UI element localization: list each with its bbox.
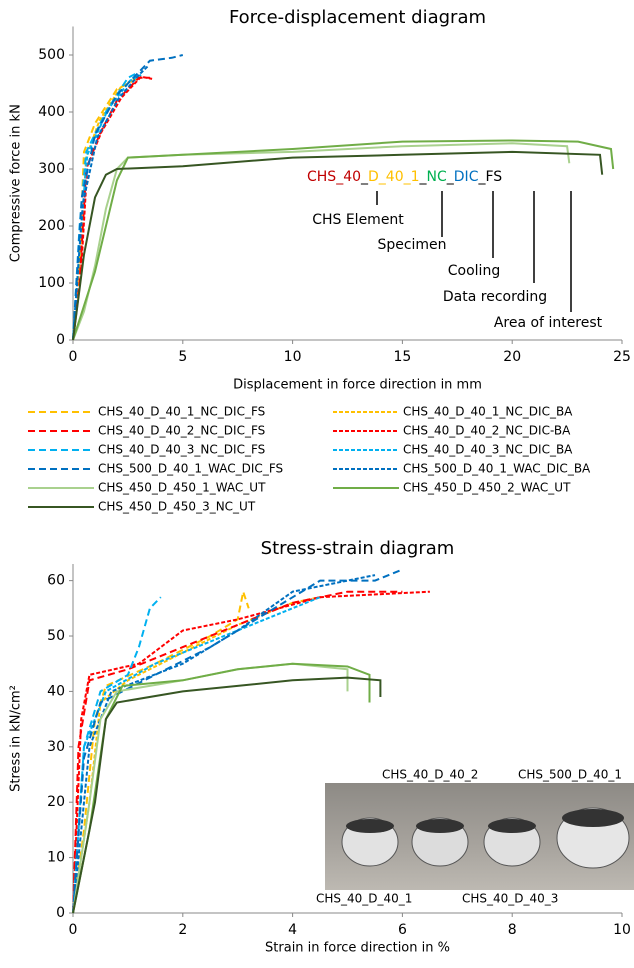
legend-label: CHS_40_D_40_2_NC_DIC_FS [98, 424, 265, 438]
chart-title: Force-displacement diagram [229, 7, 486, 28]
callout-label: Data recording [443, 289, 547, 305]
legend-label: CHS_40_D_40_3_NC_DIC_BA [403, 443, 573, 457]
x-tick-label: 6 [398, 922, 407, 938]
annotation-part: _ [360, 169, 369, 185]
callout-label: Specimen [377, 237, 446, 253]
y-tick-label: 0 [56, 905, 65, 921]
legend-label: CHS_40_D_40_1_NC_DIC_FS [98, 405, 265, 419]
x-tick-label: 15 [393, 349, 411, 365]
y-tick-label: 50 [47, 628, 65, 644]
legend-label: CHS_40_D_40_3_NC_DIC_FS [98, 443, 265, 457]
callout-label: CHS Element [312, 212, 404, 228]
legend-label: CHS_450_D_450_2_WAC_UT [403, 481, 571, 495]
legend-label: CHS_40_D_40_2_NC_DIC-BA [403, 424, 571, 438]
series-line [72, 574, 376, 914]
series-line [72, 596, 162, 914]
inset-label: CHS_40_D_40_3 [462, 892, 558, 906]
series-line [72, 590, 430, 914]
y-tick-label: 0 [56, 332, 65, 348]
y-tick-label: 400 [38, 104, 65, 120]
annotation-part: _FS [477, 169, 502, 185]
x-tick-label: 20 [503, 349, 521, 365]
series-line [72, 568, 403, 914]
callout-label: Cooling [448, 263, 500, 279]
callout-label: Area of interest [494, 315, 603, 331]
inset-photo [325, 783, 634, 890]
x-tick-label: 25 [613, 349, 631, 365]
series-line [72, 587, 250, 914]
x-tick-label: 8 [508, 922, 517, 938]
inset-label: CHS_500_D_40_1 [518, 768, 622, 782]
series-line [72, 596, 321, 914]
inset-label: CHS_40_D_40_2 [382, 768, 478, 782]
series-line [72, 65, 149, 341]
annotation-part: _ [419, 169, 428, 185]
chart-title: Stress-strain diagram [261, 538, 455, 559]
series-line [72, 150, 604, 341]
annotation-part: CHS_40 [307, 169, 361, 185]
annotation-part: NC [427, 169, 447, 185]
legend-label: CHS_450_D_450_1_WAC_UT [98, 481, 266, 495]
x-axis-label: Strain in force direction in % [265, 941, 450, 956]
y-tick-label: 300 [38, 161, 65, 177]
series-line [72, 76, 150, 341]
annotation-part: _ [446, 169, 455, 185]
y-tick-label: 20 [47, 794, 65, 810]
annotation: CHS_40_D_40_1_NC_DIC_FS [307, 169, 502, 185]
series-line [72, 76, 140, 341]
x-tick-label: 10 [284, 349, 302, 365]
y-tick-label: 60 [47, 573, 65, 589]
legend-label: CHS_500_D_40_1_WAC_DIC_BA [403, 462, 591, 476]
annotation-part: DIC [454, 169, 479, 185]
y-tick-label: 30 [47, 739, 65, 755]
series-line [72, 54, 184, 341]
series-line [72, 139, 615, 341]
annotation-part: D_40_1 [368, 169, 420, 185]
y-tick-label: 40 [47, 683, 65, 699]
y-tick-label: 10 [47, 850, 65, 866]
series-line [72, 596, 321, 914]
y-tick-label: 500 [38, 47, 65, 63]
x-tick-label: 4 [288, 922, 297, 938]
series-line [72, 590, 403, 914]
legend-label: CHS_500_D_40_1_WAC_DIC_FS [98, 462, 283, 476]
y-axis-label: Stress in kN/cm² [9, 685, 24, 792]
series-line [72, 676, 382, 914]
legend-label: CHS_40_D_40_1_NC_DIC_BA [403, 405, 573, 419]
x-axis-label: Displacement in force direction in mm [233, 378, 482, 393]
legend-label: CHS_450_D_450_3_NC_UT [98, 500, 256, 514]
x-tick-label: 2 [178, 922, 187, 938]
x-tick-label: 5 [178, 349, 187, 365]
y-tick-label: 100 [38, 275, 65, 291]
y-axis-label: Compressive force in kN [9, 104, 24, 262]
x-tick-label: 10 [613, 922, 631, 938]
y-tick-label: 200 [38, 218, 65, 234]
x-tick-label: 0 [69, 922, 78, 938]
inset-label: CHS_40_D_40_1 [316, 892, 412, 906]
x-tick-label: 0 [69, 349, 78, 365]
